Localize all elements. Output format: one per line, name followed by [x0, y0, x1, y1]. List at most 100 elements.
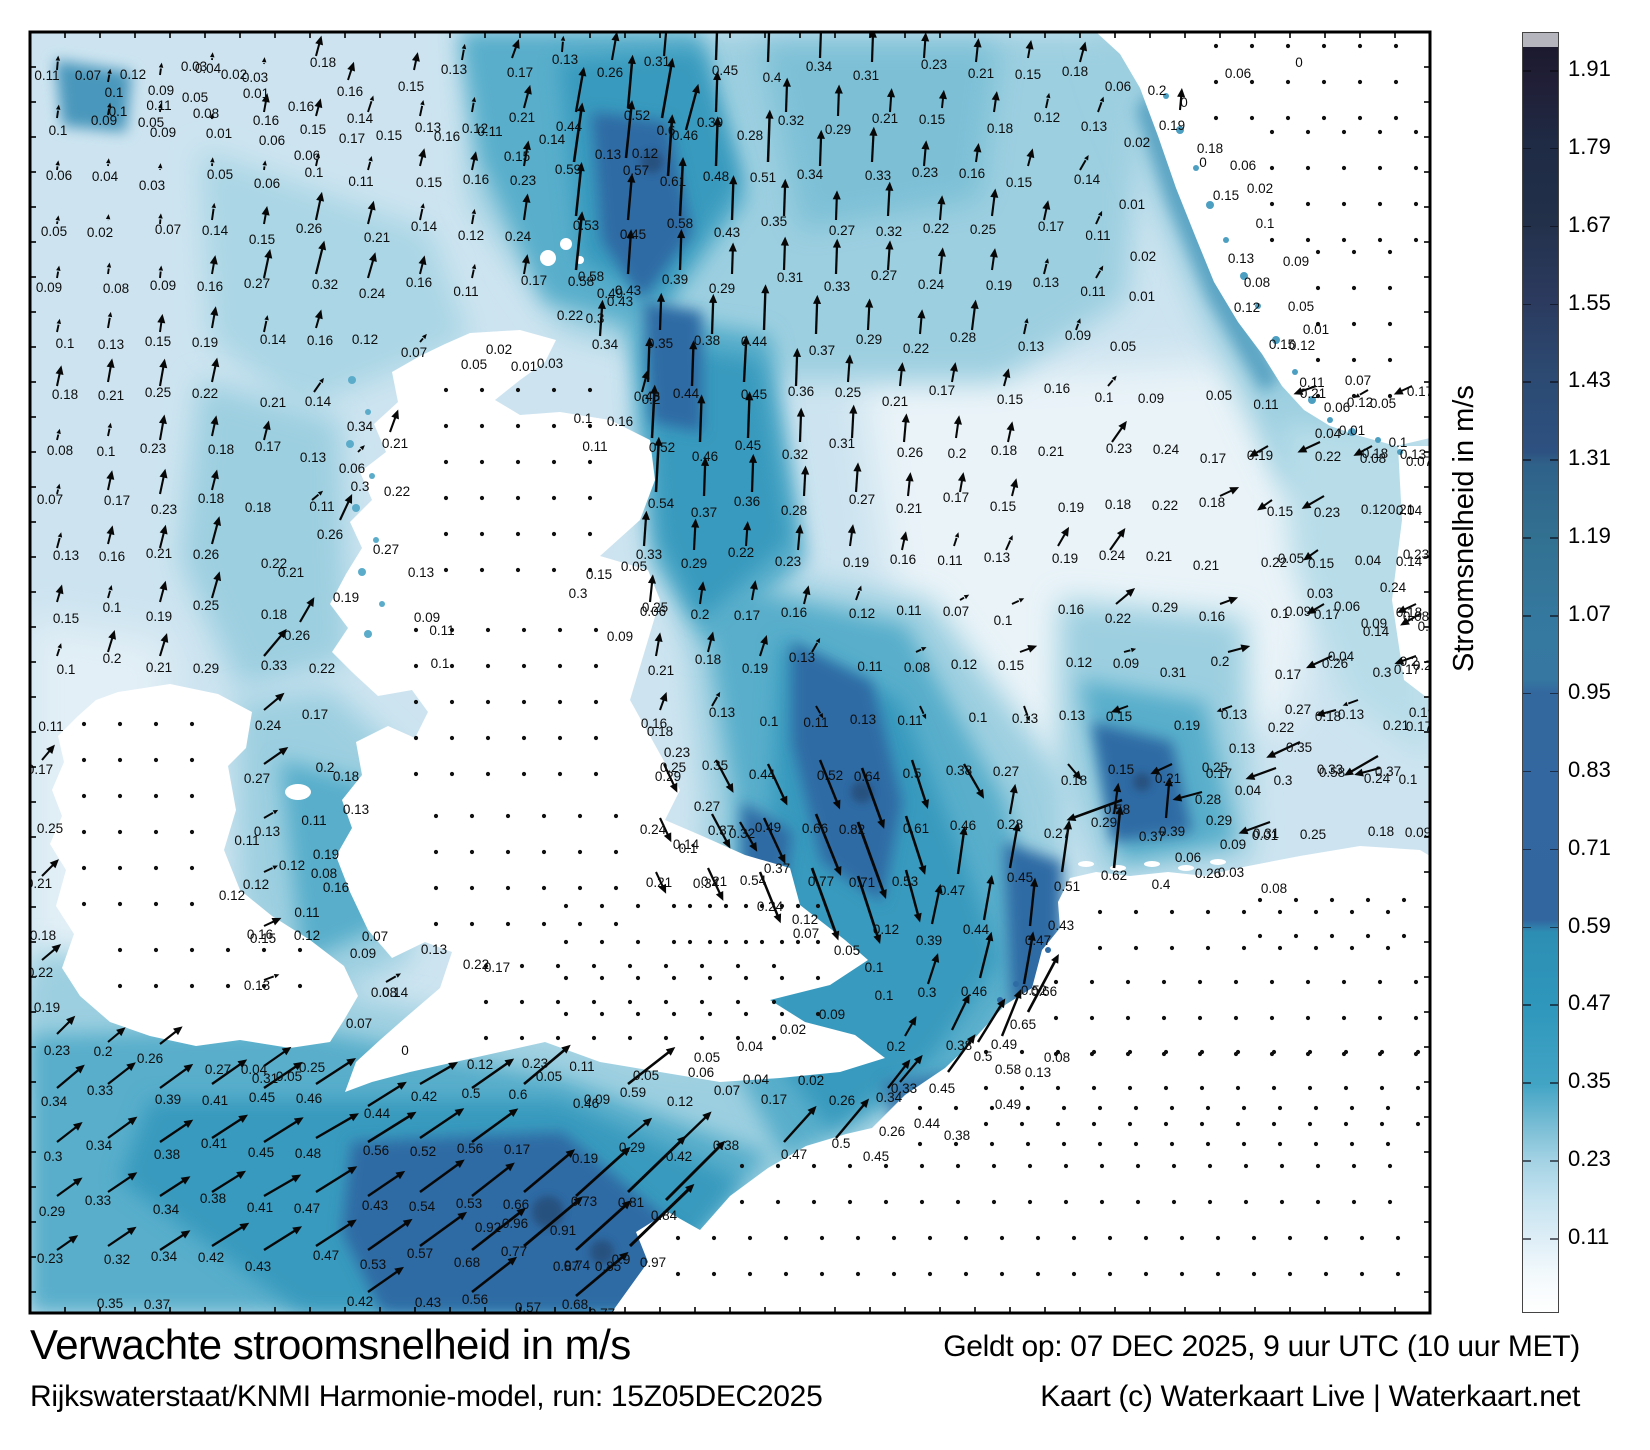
grid-dot: [1053, 979, 1059, 985]
grid-dot: [687, 939, 693, 945]
current-arrow: [561, 41, 564, 53]
current-value: 0.58: [1104, 802, 1130, 817]
grid-dot: [675, 1271, 681, 1277]
current-arrow-head: [1045, 92, 1051, 99]
current-value: 0.16: [463, 172, 489, 187]
grid-dot: [1133, 945, 1139, 951]
grid-dot: [1133, 1105, 1139, 1111]
grid-dot: [541, 849, 547, 855]
land-continent: [612, 846, 1430, 1312]
grid-dot: [991, 1199, 997, 1205]
current-arrow-head: [709, 293, 718, 304]
current-arrow: [978, 937, 992, 979]
grid-dot: [723, 903, 729, 909]
grid-dot: [927, 1235, 933, 1241]
current-arrow: [856, 821, 886, 894]
grid-dot: [1387, 321, 1393, 327]
current-value: 0.35: [702, 758, 728, 773]
current-value: 0.37: [691, 505, 717, 520]
current-value: 0.01: [1119, 197, 1145, 212]
current-arrow: [742, 341, 748, 383]
grid-dot: [1205, 945, 1211, 951]
grid-dot: [515, 531, 521, 537]
current-value: 0: [1295, 55, 1303, 70]
grid-dot: [541, 921, 547, 927]
colorbar-tick-mark: [1550, 225, 1558, 228]
grid-dot: [1161, 979, 1167, 985]
current-value: 0.96: [502, 1216, 528, 1231]
current-value: 0.57: [407, 1246, 433, 1261]
current-arrow-head: [691, 518, 700, 528]
current-arrow: [1115, 591, 1132, 605]
current-value: 0.19: [1174, 718, 1200, 733]
grid-dot: [779, 975, 785, 981]
current-value: 0.08: [1360, 451, 1386, 466]
current-arrow-head: [158, 213, 163, 219]
current-arrow: [710, 813, 729, 844]
current-arrow: [367, 1113, 413, 1144]
current-arrow-head: [997, 998, 1006, 1009]
current-value: 0.15: [1015, 67, 1041, 82]
colorbar-tick-label: 0.59: [1568, 912, 1611, 938]
current-arrow: [471, 1110, 515, 1144]
current-arrow: [263, 695, 281, 711]
current-arrow-head: [1113, 782, 1122, 793]
current-arrow: [574, 217, 583, 271]
grid-dot: [983, 1085, 989, 1091]
current-arrow: [575, 1203, 628, 1252]
current-value: 0.12: [294, 928, 320, 943]
current-arrow-head: [55, 55, 61, 61]
current-value: 0.49: [991, 1037, 1017, 1052]
current-value: 0.16: [1199, 609, 1225, 624]
current-value: 0.19: [146, 609, 172, 624]
current-arrow-head: [921, 713, 927, 720]
grid-dot: [225, 947, 231, 953]
current-value: 0.29: [856, 332, 882, 347]
grid-dot: [485, 735, 491, 741]
current-value: 0.23: [1314, 505, 1340, 520]
current-value: 0.35: [1286, 740, 1312, 755]
grid-dot: [1127, 1121, 1133, 1127]
current-value: 0.58: [578, 269, 604, 284]
current-value: 0.52: [649, 440, 675, 455]
current-value: 0.05: [461, 357, 487, 372]
current-value: 0.15: [504, 149, 530, 164]
grid-dot: [1271, 1049, 1277, 1055]
current-arrow-head: [68, 1235, 79, 1244]
current-arrow-head: [659, 691, 668, 702]
grid-dot: [1387, 357, 1393, 363]
colorbar-tick-mark: [1550, 303, 1558, 306]
current-arrow: [1109, 532, 1123, 551]
current-value: 0.68: [562, 1297, 588, 1312]
current-value: 0.11: [234, 833, 259, 848]
current-arrow: [210, 576, 220, 599]
current-value: 0.18: [261, 607, 287, 622]
current-arrow-head: [264, 248, 273, 259]
grid-dot: [81, 721, 87, 727]
current-arrow: [610, 37, 617, 61]
current-value: 0.36: [788, 384, 814, 399]
grid-dot: [443, 531, 449, 537]
grid-dot: [855, 1271, 861, 1277]
current-arrow-head: [667, 114, 676, 124]
current-value: 0.1: [49, 123, 68, 138]
grid-dot: [1269, 979, 1275, 985]
current-arrow: [159, 1178, 187, 1197]
current-arrow-head: [647, 574, 656, 584]
current-value: 0.71: [849, 875, 875, 890]
grid-dot: [1241, 945, 1247, 951]
current-arrow-head: [237, 1059, 248, 1068]
current-arrow: [107, 74, 111, 83]
grid-dot: [479, 459, 485, 465]
current-arrow-head: [986, 874, 995, 885]
current-arrow: [938, 253, 944, 275]
grid-dot: [443, 423, 449, 429]
current-arrow-head: [55, 104, 61, 110]
grid-dot: [1341, 979, 1347, 985]
current-value: 0.21: [896, 501, 922, 516]
current-value: 0.03: [181, 59, 207, 74]
grid-dot: [117, 829, 123, 835]
current-value: 0.37: [1375, 764, 1401, 779]
current-value: 0.1: [969, 710, 988, 725]
current-arrow: [523, 1047, 567, 1085]
